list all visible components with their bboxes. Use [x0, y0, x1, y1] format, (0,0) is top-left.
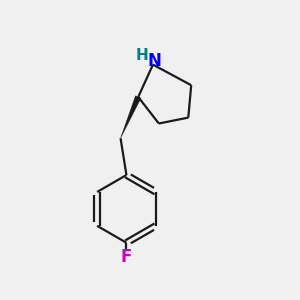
Text: N: N	[148, 52, 161, 70]
Text: H: H	[135, 48, 148, 63]
Polygon shape	[121, 96, 141, 138]
Text: F: F	[121, 248, 132, 266]
